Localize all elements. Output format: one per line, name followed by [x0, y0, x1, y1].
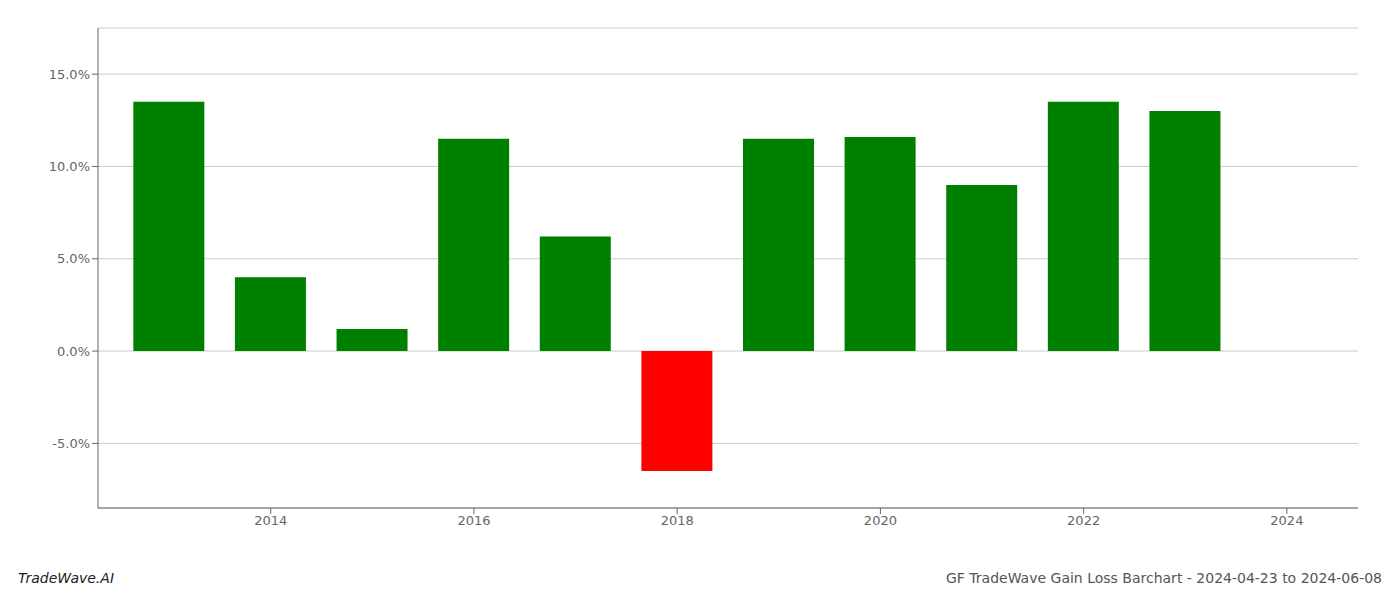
svg-text:5.0%: 5.0% [57, 251, 90, 266]
svg-text:15.0%: 15.0% [49, 67, 90, 82]
html-text:GF TradeWave Gain Loss Barchar: GF TradeWave Gain Loss Barchart - 2024-0… [946, 570, 1382, 586]
svg-text:10.0%: 10.0% [49, 159, 90, 174]
svg-text:2020: 2020 [864, 513, 897, 528]
html-text:TradeWave.AI: TradeWave.AI [18, 570, 114, 586]
svg-text:-5.0%: -5.0% [52, 436, 90, 451]
svg-text:2022: 2022 [1067, 513, 1100, 528]
svg-text:0.0%: 0.0% [57, 344, 90, 359]
svg-text:2024: 2024 [1270, 513, 1303, 528]
svg-text:2014: 2014 [254, 513, 287, 528]
svg-text:2018: 2018 [661, 513, 694, 528]
svg-text:2016: 2016 [457, 513, 490, 528]
